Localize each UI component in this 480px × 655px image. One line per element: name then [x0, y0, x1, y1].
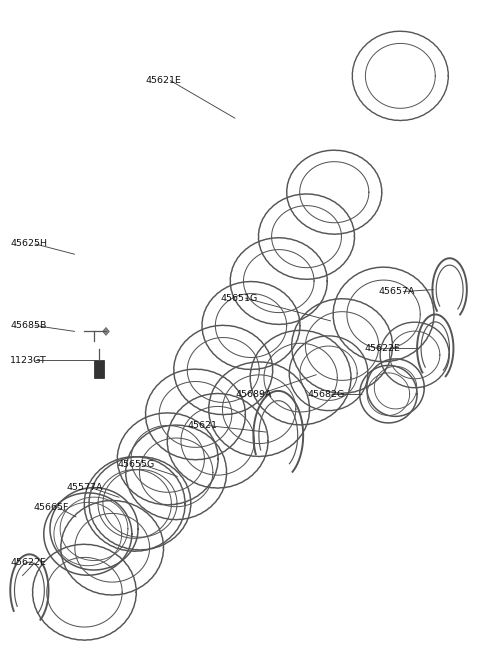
Text: 1123GT: 1123GT — [10, 356, 47, 365]
Text: 45621: 45621 — [187, 421, 217, 430]
Text: 45622E: 45622E — [10, 558, 46, 567]
Polygon shape — [103, 328, 109, 335]
Text: 45689A: 45689A — [235, 390, 272, 399]
Text: 45655G: 45655G — [118, 460, 155, 469]
Text: 45577A: 45577A — [67, 483, 103, 492]
Text: 45651G: 45651G — [221, 293, 258, 303]
Bar — [94, 360, 104, 379]
Text: 45657A: 45657A — [379, 287, 415, 296]
Text: 45665F: 45665F — [33, 503, 69, 512]
Text: 45622E: 45622E — [364, 344, 400, 353]
Text: 45621E: 45621E — [146, 76, 181, 85]
Text: 45682G: 45682G — [307, 390, 344, 399]
Text: 45685B: 45685B — [10, 321, 47, 330]
Text: 45625H: 45625H — [10, 239, 47, 248]
